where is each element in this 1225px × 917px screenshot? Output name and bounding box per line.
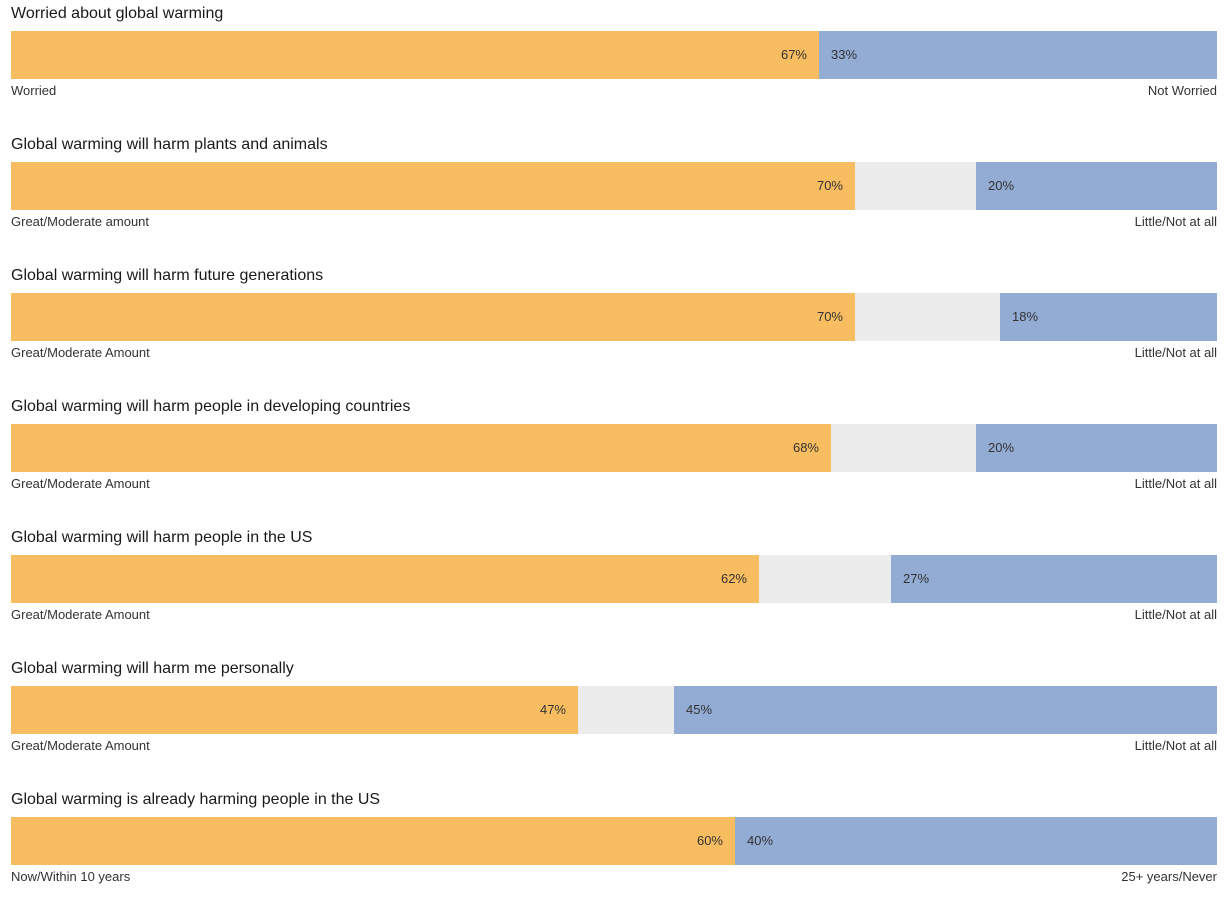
category-left-label: Great/Moderate Amount xyxy=(11,476,150,491)
bar-left-value-label: 70% xyxy=(816,178,843,193)
chart-row: Global warming will harm future generati… xyxy=(0,262,1225,393)
bar-left-value-label: 47% xyxy=(539,702,566,717)
bar-right: 27% xyxy=(891,555,1217,603)
category-right-label: Not Worried xyxy=(1147,83,1217,98)
bar-left-value-label: 67% xyxy=(780,47,807,62)
bar-track: 62% 27% xyxy=(11,555,1217,603)
category-left-label: Great/Moderate Amount xyxy=(11,738,150,753)
bar-right-value-label: 20% xyxy=(988,178,1015,193)
bar-right-value-label: 27% xyxy=(903,571,930,586)
bar-right-value-label: 20% xyxy=(988,440,1015,455)
bar-right: 18% xyxy=(1000,293,1217,341)
category-left-label: Worried xyxy=(11,83,57,98)
bar-right: 45% xyxy=(674,686,1217,734)
row-title: Worried about global warming xyxy=(11,5,224,22)
category-right-label: Little/Not at all xyxy=(1134,607,1217,622)
chart-row: Global warming will harm me personally 47… xyxy=(0,655,1225,786)
chart-row: Worried about global warming 67% 33% Worrie… xyxy=(0,0,1225,131)
bar-left: 60% xyxy=(11,817,735,865)
category-left-label: Great/Moderate amount xyxy=(11,214,150,229)
category-right-label: Little/Not at all xyxy=(1134,214,1217,229)
bar-track: 70% 20% xyxy=(11,162,1217,210)
bar-track: 70% 18% xyxy=(11,293,1217,341)
bar-track: 47% 45% xyxy=(11,686,1217,734)
category-right-label: Little/Not at all xyxy=(1134,345,1217,360)
row-title: Global warming is already harming people… xyxy=(11,791,381,808)
row-title: Global warming will harm people in the U… xyxy=(11,529,313,546)
bar-right-value-label: 33% xyxy=(831,47,858,62)
row-title: Global warming will harm me personally xyxy=(11,660,294,677)
chart-row: Global warming will harm plants and anim… xyxy=(0,131,1225,262)
bar-left: 70% xyxy=(11,293,855,341)
bar-right: 20% xyxy=(976,424,1217,472)
chart-row: Global warming will harm people in the U… xyxy=(0,524,1225,655)
bar-track: 67% 33% xyxy=(11,31,1217,79)
category-left-label: Great/Moderate Amount xyxy=(11,607,150,622)
bar-right: 40% xyxy=(735,817,1217,865)
bar-left: 68% xyxy=(11,424,831,472)
category-right-label: Little/Not at all xyxy=(1134,738,1217,753)
bar-track: 68% 20% xyxy=(11,424,1217,472)
bar-left-value-label: 60% xyxy=(696,833,723,848)
bar-left: 62% xyxy=(11,555,759,603)
bar-left-value-label: 70% xyxy=(816,309,843,324)
bar-right: 20% xyxy=(976,162,1217,210)
bar-left: 70% xyxy=(11,162,855,210)
bar-left: 47% xyxy=(11,686,578,734)
bar-track: 60% 40% xyxy=(11,817,1217,865)
bar-right-value-label: 40% xyxy=(747,833,774,848)
chart-row: Global warming is already harming people… xyxy=(0,786,1225,917)
row-title: Global warming will harm people in devel… xyxy=(11,398,411,415)
row-title: Global warming will harm future generati… xyxy=(11,267,324,284)
category-left-label: Great/Moderate Amount xyxy=(11,345,150,360)
category-left-label: Now/Within 10 years xyxy=(11,869,131,884)
bar-right-value-label: 45% xyxy=(686,702,713,717)
bar-right: 33% xyxy=(819,31,1217,79)
bar-left-value-label: 62% xyxy=(720,571,747,586)
bar-left-value-label: 68% xyxy=(792,440,819,455)
category-right-label: Little/Not at all xyxy=(1134,476,1217,491)
bar-left: 67% xyxy=(11,31,819,79)
category-right-label: 25+ years/Never xyxy=(1121,869,1217,884)
diverging-bar-chart: Worried about global warming 67% 33% Worrie… xyxy=(0,0,1225,884)
row-title: Global warming will harm plants and anim… xyxy=(11,136,328,153)
chart-row: Global warming will harm people in devel… xyxy=(0,393,1225,524)
bar-right-value-label: 18% xyxy=(1012,309,1039,324)
